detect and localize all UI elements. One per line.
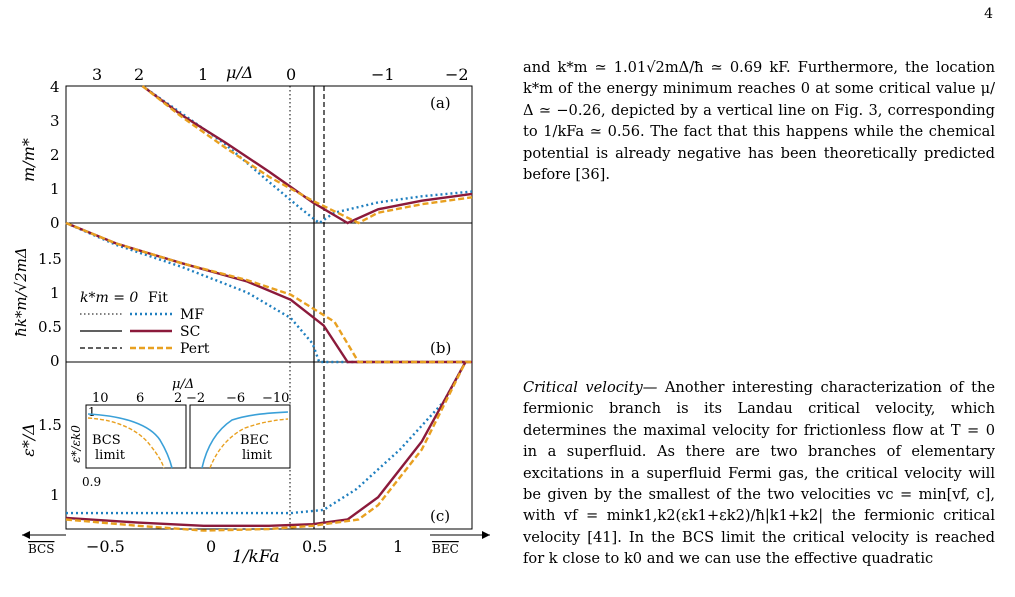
inset-tick: 6 xyxy=(136,391,144,406)
panel-a-ytick: 0 xyxy=(50,214,60,232)
panel-b-tag: (b) xyxy=(430,339,451,357)
inset-left-fit-curve xyxy=(87,413,173,469)
panel-c-pert-curve xyxy=(65,361,467,532)
panel-c-tag: (c) xyxy=(430,507,450,525)
legend-header-km0: k*m = 0 xyxy=(80,290,138,306)
top-tick: −2 xyxy=(445,65,469,84)
top-tick: 3 xyxy=(92,65,102,84)
panel-a-ytick: 2 xyxy=(50,146,60,164)
panel-b-ytick: 0.5 xyxy=(38,318,62,336)
panel-a-ytick: 3 xyxy=(50,112,60,130)
critical-velocity-heading: Critical velocity— xyxy=(523,379,658,396)
legend-pert-label: Pert xyxy=(180,341,210,357)
top-axis-label: μ/Δ xyxy=(226,63,253,82)
top-tick: 1 xyxy=(198,65,208,84)
top-tick: 2 xyxy=(134,65,144,84)
inset-tick: −2 xyxy=(186,391,205,406)
panel-b-ytick: 0 xyxy=(50,352,60,370)
panel-c-ytick: 1 xyxy=(50,486,60,504)
legend-mf-label: MF xyxy=(180,307,204,323)
page-number: 4 xyxy=(984,6,993,22)
paragraph-1: and k*m ≃ 1.01√2mΔ/ħ ≃ 0.69 kF. Furtherm… xyxy=(523,59,995,184)
top-tick: 0 xyxy=(286,65,296,84)
panel-a-ytick: 4 xyxy=(50,78,60,96)
panel-b-legend: k*m = 0 Fit MF SC Pert xyxy=(80,290,210,357)
panel-b-ylabel: ħk*m/√2mΔ xyxy=(12,247,30,337)
inset-right-fit-curve xyxy=(201,411,289,469)
inset-bcs-label-2: limit xyxy=(95,448,126,463)
legend-sc-label: SC xyxy=(180,324,200,340)
inset-left-pert-curve xyxy=(87,417,165,469)
inset-bec-label-1: BEC xyxy=(240,433,269,448)
panel-c-ylabel: ε*/Δ xyxy=(19,423,38,457)
panel-b-mf-curve xyxy=(65,221,472,364)
paragraph-2: Critical velocity— Another interesting c… xyxy=(523,377,995,570)
panel-b-ytick: 1 xyxy=(50,284,60,302)
bottom-axis: BCS BEC −0.5 0 0.5 1 1/kFa xyxy=(22,531,490,567)
paragraph-2-body: Another interesting characterization of … xyxy=(523,379,996,568)
inset-ytick: 1 xyxy=(88,405,96,419)
bottom-tick: −0.5 xyxy=(86,537,125,556)
panel-c-sc-curve xyxy=(65,361,467,527)
panel-a-sc-curve xyxy=(141,85,473,225)
inset-tick: −10 xyxy=(262,391,289,406)
top-axis-ticks: 3 2 1 0 −1 −2 xyxy=(92,65,469,84)
bottom-tick: 1 xyxy=(393,537,403,556)
inset-ytick: 0.9 xyxy=(82,475,101,489)
inset-ylabel: ε*/εk0 xyxy=(69,425,83,463)
panel-c-ytick: 1.5 xyxy=(38,416,62,434)
top-tick: −1 xyxy=(371,65,395,84)
bottom-axis-label: 1/kFa xyxy=(232,547,280,567)
inset-tick: 10 xyxy=(92,391,109,406)
inset-bec-label-2: limit xyxy=(242,448,273,463)
panel-a-mf-curve xyxy=(141,85,473,225)
inset-tick: −6 xyxy=(226,391,245,406)
panel-b-pert-curve xyxy=(65,221,472,364)
inset-bcs-label-1: BCS xyxy=(92,433,121,448)
bottom-tick: 0 xyxy=(206,537,216,556)
bcs-arrow-head xyxy=(22,531,30,539)
inset-tick: 2 xyxy=(174,391,182,406)
panel-a-tag: (a) xyxy=(430,94,451,112)
series-layer xyxy=(65,85,473,532)
bcs-label: BCS xyxy=(28,542,54,556)
panel-c-inset: μ/Δ 10 6 2 −2 −6 −10 ε*/εk0 1 0.9 BCS li… xyxy=(69,377,291,489)
panel-a-pert-curve xyxy=(141,85,473,225)
inset-top-label: μ/Δ xyxy=(172,377,194,392)
figure-3: μ/Δ 3 2 1 0 −1 −2 m/m* 4 3 2 1 0 (a) ħk*… xyxy=(12,63,490,567)
legend-header-fit: Fit xyxy=(148,290,168,306)
bottom-tick: 0.5 xyxy=(302,537,327,556)
inset-right-box xyxy=(189,404,291,469)
bec-arrow-head xyxy=(482,531,490,539)
inset-right-pert-curve xyxy=(209,418,289,469)
bec-label: BEC xyxy=(432,542,459,556)
panel-a-ytick: 1 xyxy=(50,180,60,198)
panel-b-ytick: 1.5 xyxy=(38,250,62,268)
panel-a-ylabel: m/m* xyxy=(19,138,38,182)
